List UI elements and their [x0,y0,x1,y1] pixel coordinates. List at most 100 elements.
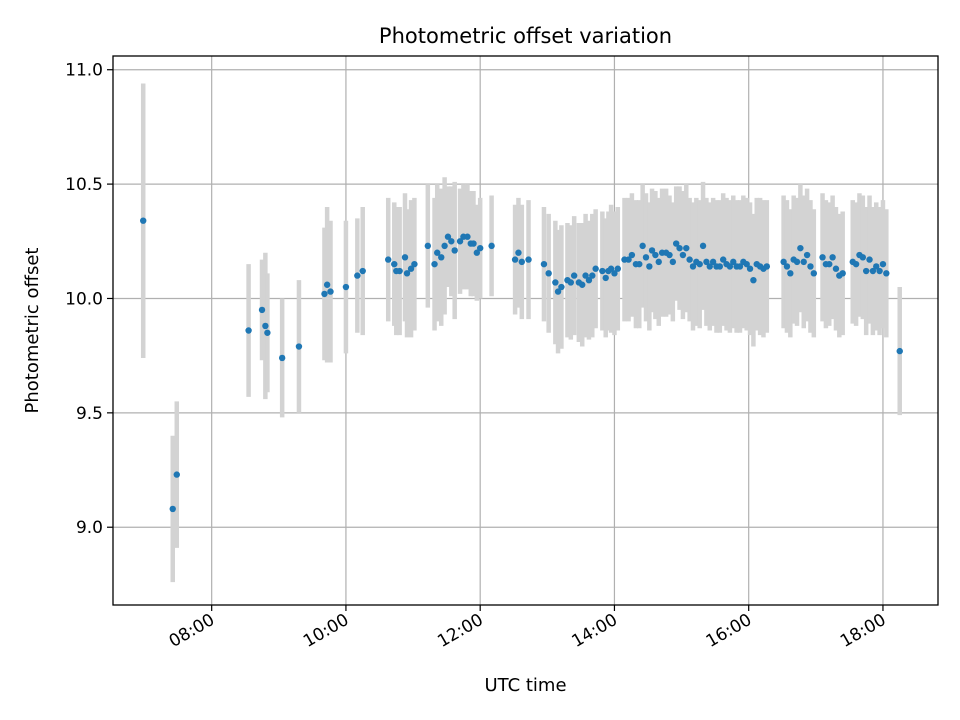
data-point [540,260,548,268]
data-point [579,281,586,288]
data-point [518,258,526,266]
data-point [873,263,880,270]
data-point [403,270,411,277]
error-bars [140,83,902,583]
y-axis-title: Photometric offset [22,248,43,414]
data-point [703,258,710,266]
data-point [810,270,818,277]
data-point [585,276,593,284]
data-point [696,260,703,268]
data-point [411,260,418,268]
data-point [736,263,744,270]
data-point [797,244,804,252]
data-point [327,288,334,295]
data-point [554,288,562,295]
x-tick-label: 18:00 [837,610,889,652]
data-point [689,263,697,270]
data-point [599,267,606,275]
data-point [140,217,147,224]
data-point [839,270,846,277]
data-point [896,347,903,355]
x-tick-label: 10:00 [300,610,352,652]
data-point [673,240,680,247]
data-point [859,254,867,261]
data-point [592,265,599,272]
data-point [245,327,252,334]
data-point [607,265,615,272]
data-point [515,249,522,256]
data-point [655,258,662,266]
data-points [140,217,903,513]
data-point [470,240,477,247]
data-point [431,260,438,268]
data-point [295,343,303,350]
y-tick-label: 10.5 [65,175,103,195]
data-point [570,272,578,279]
data-point [473,249,481,256]
data-point [321,290,328,298]
data-point [444,233,452,240]
data-point [424,242,432,250]
data-point [262,322,269,330]
data-point [278,354,286,362]
data-point [448,238,455,245]
data-point [679,251,687,259]
data-point [441,242,448,250]
data-point [646,263,653,270]
data-point [876,267,883,275]
data-point [173,471,180,478]
data-point [614,265,622,272]
data-point [783,263,791,270]
axis-ticks: 08:00 10:00 12:00 14:00 16:00 18:00 9.0 9.5 10.0… [65,61,889,652]
data-point [666,251,673,259]
data-point [686,256,693,263]
data-point [354,272,361,279]
x-axis-title: UTC time [484,675,566,696]
y-tick-label: 10.0 [65,289,103,309]
chart-title: Photometric offset variation [379,24,672,48]
data-point [826,260,833,268]
data-point [401,254,409,261]
data-point [545,270,552,277]
data-point [323,281,331,288]
data-point [763,263,771,270]
x-tick-label: 08:00 [166,610,218,652]
data-point [683,244,690,252]
data-point [807,263,814,270]
data-point [709,258,717,266]
data-point [743,260,750,268]
y-tick-label: 11.0 [65,61,103,81]
data-point [434,249,441,256]
data-point [829,254,836,261]
plot-area-frame [112,55,939,606]
data-point [342,283,350,291]
data-point [391,260,398,268]
y-tick-label: 9.5 [76,404,103,424]
data-point [602,274,609,282]
data-point [582,272,589,279]
data-point [787,270,794,277]
data-point [780,258,787,266]
data-point [611,270,618,277]
y-tick-label: 9.0 [76,518,103,538]
data-point [359,267,366,275]
data-point [879,260,887,268]
data-point [669,258,677,266]
data-point [706,263,713,270]
data-point [407,265,415,272]
data-point [719,256,727,263]
data-point [511,256,519,263]
data-point [488,242,495,250]
data-point [438,254,445,261]
data-point [567,279,575,286]
data-point [385,256,392,263]
data-point [648,247,656,254]
data-point [639,242,646,250]
data-point [552,279,559,286]
data-point [642,254,650,261]
data-point [456,238,464,245]
data-point [558,283,565,291]
data-point [169,505,176,513]
x-tick-label: 12:00 [434,610,486,652]
